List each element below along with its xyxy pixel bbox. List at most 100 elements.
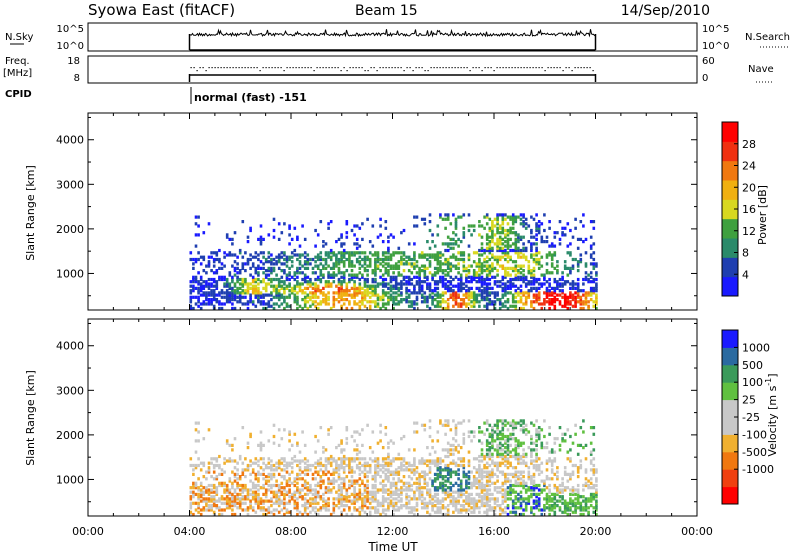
nave-point [577, 67, 579, 69]
power-panel: 1000 2000 3000 4000 Slant Range [km] 4 8 12 16… [24, 112, 769, 311]
x-tick-label: 08:00 [275, 525, 307, 538]
y-tick-label: 1000 [56, 267, 84, 280]
nave-point [508, 67, 510, 69]
nave-tick-top: 60 [702, 56, 715, 67]
nave-point [298, 67, 300, 69]
nave-point [301, 67, 303, 69]
nave-point [385, 67, 387, 69]
nsky-label: N.Sky [5, 32, 33, 43]
nsky-tick-top: 10^5 [57, 24, 84, 35]
colorbar-swatch [722, 141, 738, 162]
nave-point [421, 67, 423, 69]
nave-point [448, 67, 450, 69]
nave-point [532, 67, 534, 69]
nave-point [490, 67, 492, 69]
nave-point [439, 67, 441, 69]
nave-point [511, 67, 513, 69]
nave-point [253, 67, 255, 69]
date-label: 14/Sep/2010 [621, 3, 710, 19]
colorbar-swatch [722, 382, 738, 401]
nave-label: Nave [748, 64, 774, 75]
colorbar-tick-label: 100 [742, 376, 763, 389]
nave-point [223, 67, 225, 69]
nave-point [571, 70, 573, 72]
nave-point [397, 67, 399, 69]
nave-point [346, 70, 348, 72]
nave-point [433, 67, 435, 69]
nave-point [343, 67, 345, 69]
colorbar-swatch [722, 399, 738, 418]
nave-point [349, 67, 351, 69]
velocity-data-cells [189, 419, 598, 517]
nave-point [529, 67, 531, 69]
nave-point [493, 70, 495, 72]
nave-point [535, 67, 537, 69]
nave-point [538, 67, 540, 69]
nave-point [190, 67, 192, 69]
freq-trace [188, 67, 597, 82]
nave-point [484, 67, 486, 69]
nave-point [457, 67, 459, 69]
colorbar-tick-label: 12 [742, 225, 756, 238]
nave-point [355, 67, 357, 69]
freq-tick-bottom: 8 [74, 73, 80, 84]
nave-point [454, 67, 456, 69]
nave-point [226, 67, 228, 69]
nave-point [568, 67, 570, 69]
colorbar-swatch [722, 122, 738, 142]
nave-point [406, 67, 408, 69]
velocity-colorbar-label: Velocity [m s-1] [764, 373, 779, 456]
nave-point [472, 67, 474, 69]
freq-label-line2: [MHz] [3, 68, 32, 79]
colorbar-swatch [722, 347, 738, 366]
nave-point [481, 70, 483, 72]
colorbar-swatch [722, 160, 738, 181]
colorbar-swatch [722, 434, 738, 453]
nave-point [424, 70, 426, 72]
nave-point [403, 70, 405, 72]
nave-point [589, 67, 591, 69]
colorbar-tick-label: 25 [742, 394, 756, 407]
colorbar-swatch [722, 199, 738, 220]
x-tick-label: 20:00 [580, 525, 612, 538]
nave-point [526, 67, 528, 69]
nave-point [244, 67, 246, 69]
nave-point [340, 70, 342, 72]
colorbar-swatch [722, 238, 738, 258]
colorbar-swatch [722, 417, 738, 435]
nave-point [358, 67, 360, 69]
nave-point [268, 67, 270, 69]
nave-point [514, 67, 516, 69]
velocity-ylabel: Slant Range [km] [24, 370, 37, 466]
nsky-trace [188, 28, 597, 51]
nave-point [259, 70, 261, 72]
nave-point [211, 67, 213, 69]
nave-point [289, 67, 291, 69]
nave-point [217, 67, 219, 69]
nave-point [475, 67, 477, 69]
colorbar-swatch [722, 276, 738, 297]
nave-point [322, 67, 324, 69]
nave-point [373, 67, 375, 69]
nave-point [583, 67, 585, 69]
nave-point [307, 67, 309, 69]
nave-point [319, 67, 321, 69]
nave-point [556, 67, 558, 69]
nave-point [463, 67, 465, 69]
nave-point [271, 67, 273, 69]
nave-point [247, 67, 249, 69]
nave-point [574, 67, 576, 69]
nave-point [427, 70, 429, 72]
nave-point [547, 67, 549, 69]
nave-point [400, 67, 402, 69]
nave-point [316, 67, 318, 69]
y-tick-label: 4000 [56, 340, 84, 353]
nave-point [352, 67, 354, 69]
nave-point [361, 67, 363, 69]
nsearch-tick-top: 10^5 [702, 24, 729, 35]
colorbar-tick-label: -1000 [742, 463, 774, 476]
nave-point [415, 67, 417, 69]
nave-point [376, 70, 378, 72]
colorbar-tick-label: 16 [742, 203, 756, 216]
colorbar-tick-label: 24 [742, 160, 756, 173]
